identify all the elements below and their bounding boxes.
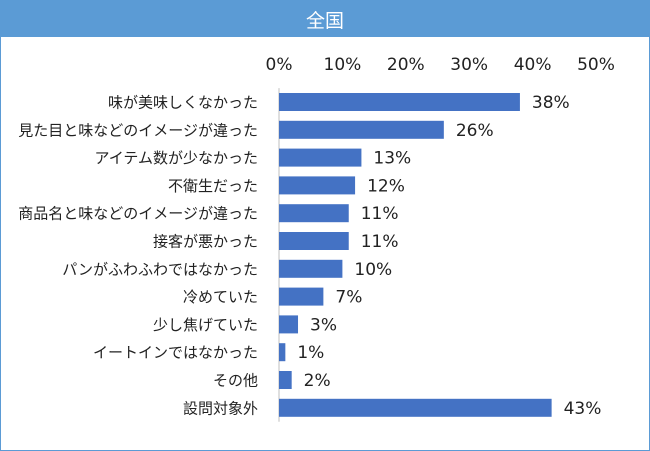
category-label: 少し焦げていた — [153, 316, 258, 334]
bar — [279, 398, 552, 417]
bar — [279, 259, 343, 278]
bar — [279, 315, 299, 334]
data-label: 11% — [361, 204, 399, 224]
bar — [279, 287, 324, 306]
category-label: 冷めていた — [183, 288, 258, 306]
data-label: 2% — [304, 371, 331, 391]
x-tick-label: 40% — [514, 55, 552, 75]
bar — [279, 204, 349, 223]
chart-title: 全国 — [1, 1, 649, 37]
data-label: 7% — [335, 288, 362, 308]
data-label: 38% — [532, 93, 570, 113]
category-label: 不衛生だった — [168, 177, 258, 195]
bar — [279, 176, 356, 195]
category-label: その他 — [213, 372, 258, 390]
data-label: 11% — [361, 232, 399, 252]
category-label: アイテム数が少なかった — [94, 149, 258, 167]
data-label: 1% — [297, 343, 324, 363]
x-tick-label: 0% — [266, 55, 293, 75]
category-label: 見た目と味などのイメージが違った — [18, 121, 258, 139]
category-label: イートインではなかった — [93, 344, 258, 362]
bar — [279, 232, 349, 250]
bar — [279, 148, 362, 167]
data-label: 26% — [456, 121, 494, 141]
data-label: 13% — [373, 149, 411, 169]
bar — [279, 343, 286, 362]
data-label: 43% — [564, 399, 602, 419]
category-label: 味が美味しくなかった — [108, 94, 258, 112]
bar — [279, 120, 444, 139]
category-label: 設問対象外 — [183, 399, 258, 417]
bar — [279, 371, 292, 389]
data-label: 3% — [310, 315, 337, 335]
x-tick-label: 30% — [450, 55, 488, 75]
category-label: 接客が悪かった — [153, 233, 258, 251]
data-label: 10% — [354, 260, 392, 280]
data-label: 12% — [367, 176, 405, 196]
category-label: 商品名と味などのイメージが違った — [18, 205, 258, 223]
x-tick-label: 10% — [324, 55, 362, 75]
category-label: パンがふわふわではなかった — [62, 260, 258, 278]
x-tick-label: 50% — [577, 55, 615, 75]
x-tick-label: 20% — [387, 55, 425, 75]
bar — [279, 93, 520, 111]
